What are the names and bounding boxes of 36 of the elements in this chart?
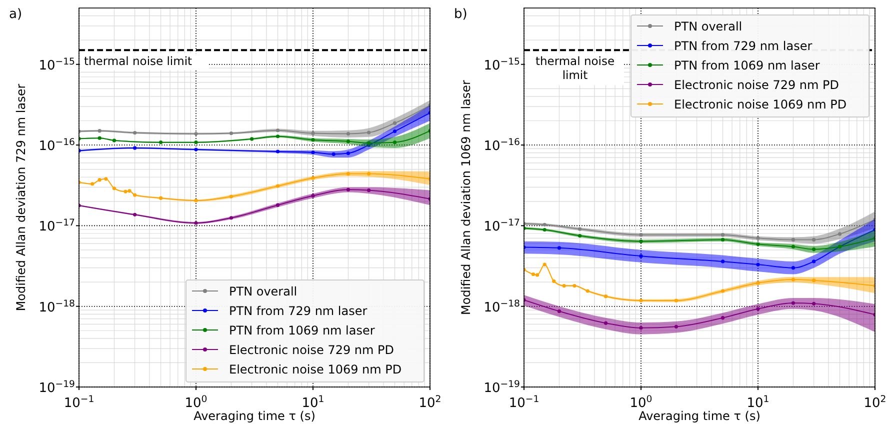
x-axis-title: Averaging time τ (s) bbox=[638, 409, 760, 423]
y-axis-title: Modified Allan deviation 1069 nm laser bbox=[459, 80, 473, 315]
x-tick-label: 10$^{2}$ bbox=[418, 394, 442, 411]
x-tick-label: 10$^{0}$ bbox=[184, 394, 208, 411]
legend-label: PTN overall bbox=[674, 20, 742, 34]
y-tick-label: 10$^{−16}$ bbox=[484, 136, 520, 154]
legend-label: PTN from 1069 nm laser bbox=[229, 324, 375, 338]
y-tick-label: 10$^{−15}$ bbox=[38, 56, 76, 74]
legend-label: PTN from 729 nm laser bbox=[674, 39, 812, 53]
y-tick-label: 10$^{−16}$ bbox=[38, 136, 76, 154]
legend-label: Electronic noise 729 nm PD bbox=[229, 343, 394, 357]
ref-line-label: thermal noise limit bbox=[84, 54, 193, 68]
legend-label: Electronic noise 729 nm PD bbox=[674, 78, 839, 92]
y-tick-label: 10$^{−17}$ bbox=[484, 217, 520, 235]
y-tick-label: 10$^{−18}$ bbox=[484, 298, 520, 316]
x-tick-label: 10$^{2}$ bbox=[864, 394, 886, 411]
x-tick-label: 10$^{−1}$ bbox=[64, 394, 94, 411]
text: b) bbox=[454, 7, 468, 22]
legend-label: Electronic noise 1069 nm PD bbox=[674, 98, 847, 112]
legend-label: PTN from 1069 nm laser bbox=[674, 58, 820, 72]
x-tick-label: 10$^{1}$ bbox=[746, 394, 770, 411]
x-tick-label: 10$^{1}$ bbox=[302, 394, 324, 411]
x-tick-label: 10$^{0}$ bbox=[630, 394, 652, 411]
legend-label: PTN from 729 nm laser bbox=[229, 304, 368, 318]
ref-line-label: thermal noise limit bbox=[535, 54, 615, 82]
y-tick-label: 10$^{−19}$ bbox=[38, 378, 76, 396]
legend-label: PTN overall bbox=[229, 284, 298, 298]
y-tick-label: 10$^{−15}$ bbox=[484, 56, 520, 74]
y-axis-title: Modified Allan deviation 729 nm laser bbox=[14, 84, 28, 312]
legend-label: Electronic noise 1069 nm PD bbox=[229, 362, 402, 376]
y-tick-label: 10$^{−17}$ bbox=[38, 217, 76, 235]
y-tick-label: 10$^{−18}$ bbox=[38, 298, 76, 316]
x-tick-label: 10$^{−1}$ bbox=[508, 394, 540, 411]
y-tick-label: 10$^{−19}$ bbox=[484, 378, 520, 396]
text: a) bbox=[9, 7, 22, 22]
x-axis-title: Averaging time τ (s) bbox=[194, 409, 316, 423]
